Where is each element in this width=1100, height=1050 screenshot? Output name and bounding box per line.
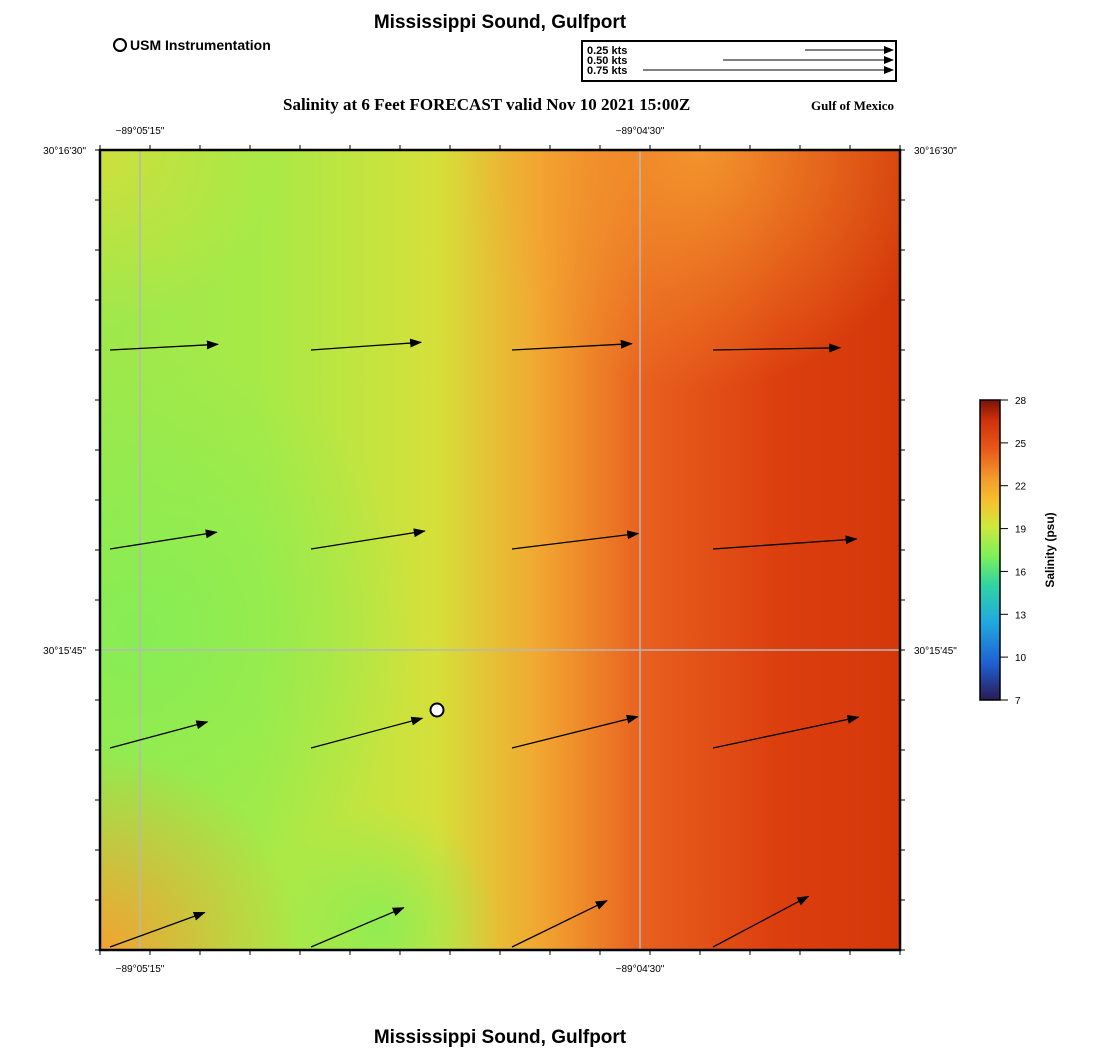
- current-vector-15: [511, 900, 608, 948]
- colorbar-label: Salinity (psu): [1043, 512, 1057, 587]
- colorbar-tick-25: 25: [1015, 439, 1027, 450]
- current-vector-14: [310, 907, 405, 948]
- colorbar-ramp: [979, 399, 1001, 701]
- current-vector-12: [712, 714, 860, 749]
- map-title: Mississippi Sound, Gulfport: [373, 12, 627, 33]
- legend-arrows: [643, 46, 894, 74]
- lon-label-top-1: −89°05'15": [116, 126, 165, 137]
- colorbar-tick-22: 22: [1015, 482, 1027, 493]
- current-vector-9: [109, 720, 209, 749]
- frame-ticks: [95, 145, 905, 955]
- current-vectors: [109, 338, 860, 948]
- colorbar-tick-13: 13: [1015, 610, 1027, 621]
- legend-label-050: 0.50 kts: [587, 55, 628, 67]
- current-vector-13: [109, 911, 206, 948]
- current-vector-10: [310, 716, 424, 749]
- station-legend-label: USM Instrumentation: [130, 37, 271, 53]
- current-vector-6: [310, 528, 426, 550]
- current-vector-16: [712, 895, 810, 948]
- colorbar-tick-16: 16: [1015, 567, 1027, 578]
- colorbar-tick-10: 10: [1015, 653, 1027, 664]
- current-vector-8: [712, 535, 858, 550]
- lat-label-right-1: 30°16'30": [914, 146, 957, 157]
- lat-label-left-1: 30°16'30": [43, 146, 86, 157]
- current-vector-11: [511, 714, 639, 749]
- forecast-subtitle: Salinity at 6 Feet FORECAST valid Nov 10…: [283, 95, 691, 114]
- station-marker-icon: [113, 38, 127, 52]
- station-legend: USM Instrumentation: [113, 37, 271, 53]
- usm-station-marker: [429, 702, 445, 718]
- colorbar: 28 25 22 19 16 13 10 7 Salinity (psu): [979, 396, 1057, 707]
- lon-label-top-2: −89°04'30": [616, 126, 665, 137]
- lat-label-right-2: 30°15'45": [914, 646, 957, 657]
- current-vector-2: [310, 338, 423, 351]
- current-vector-1: [109, 340, 219, 351]
- current-vector-4: [712, 343, 842, 353]
- lon-label-bottom-2: −89°04'30": [616, 964, 665, 975]
- salinity-field: [100, 150, 900, 950]
- graticule: [100, 150, 900, 950]
- colorbar-tick-28: 28: [1015, 396, 1027, 407]
- current-vector-7: [511, 530, 640, 550]
- footer-title: Mississippi Sound, Gulfport: [373, 1027, 627, 1048]
- current-vector-5: [109, 529, 218, 550]
- legend-label-075: 0.75 kts: [587, 65, 628, 77]
- colorbar-tick-7: 7: [1015, 696, 1021, 707]
- legend-label-025: 0.25 kts: [587, 45, 628, 57]
- current-vector-3: [511, 339, 633, 351]
- current-speed-legend: 0.25 kts 0.50 kts 0.75 kts: [581, 40, 897, 82]
- lon-label-bottom-1: −89°05'15": [116, 964, 165, 975]
- colorbar-tick-19: 19: [1015, 525, 1027, 536]
- lat-label-left-2: 30°15'45": [43, 646, 86, 657]
- region-label: Gulf of Mexico: [811, 98, 895, 113]
